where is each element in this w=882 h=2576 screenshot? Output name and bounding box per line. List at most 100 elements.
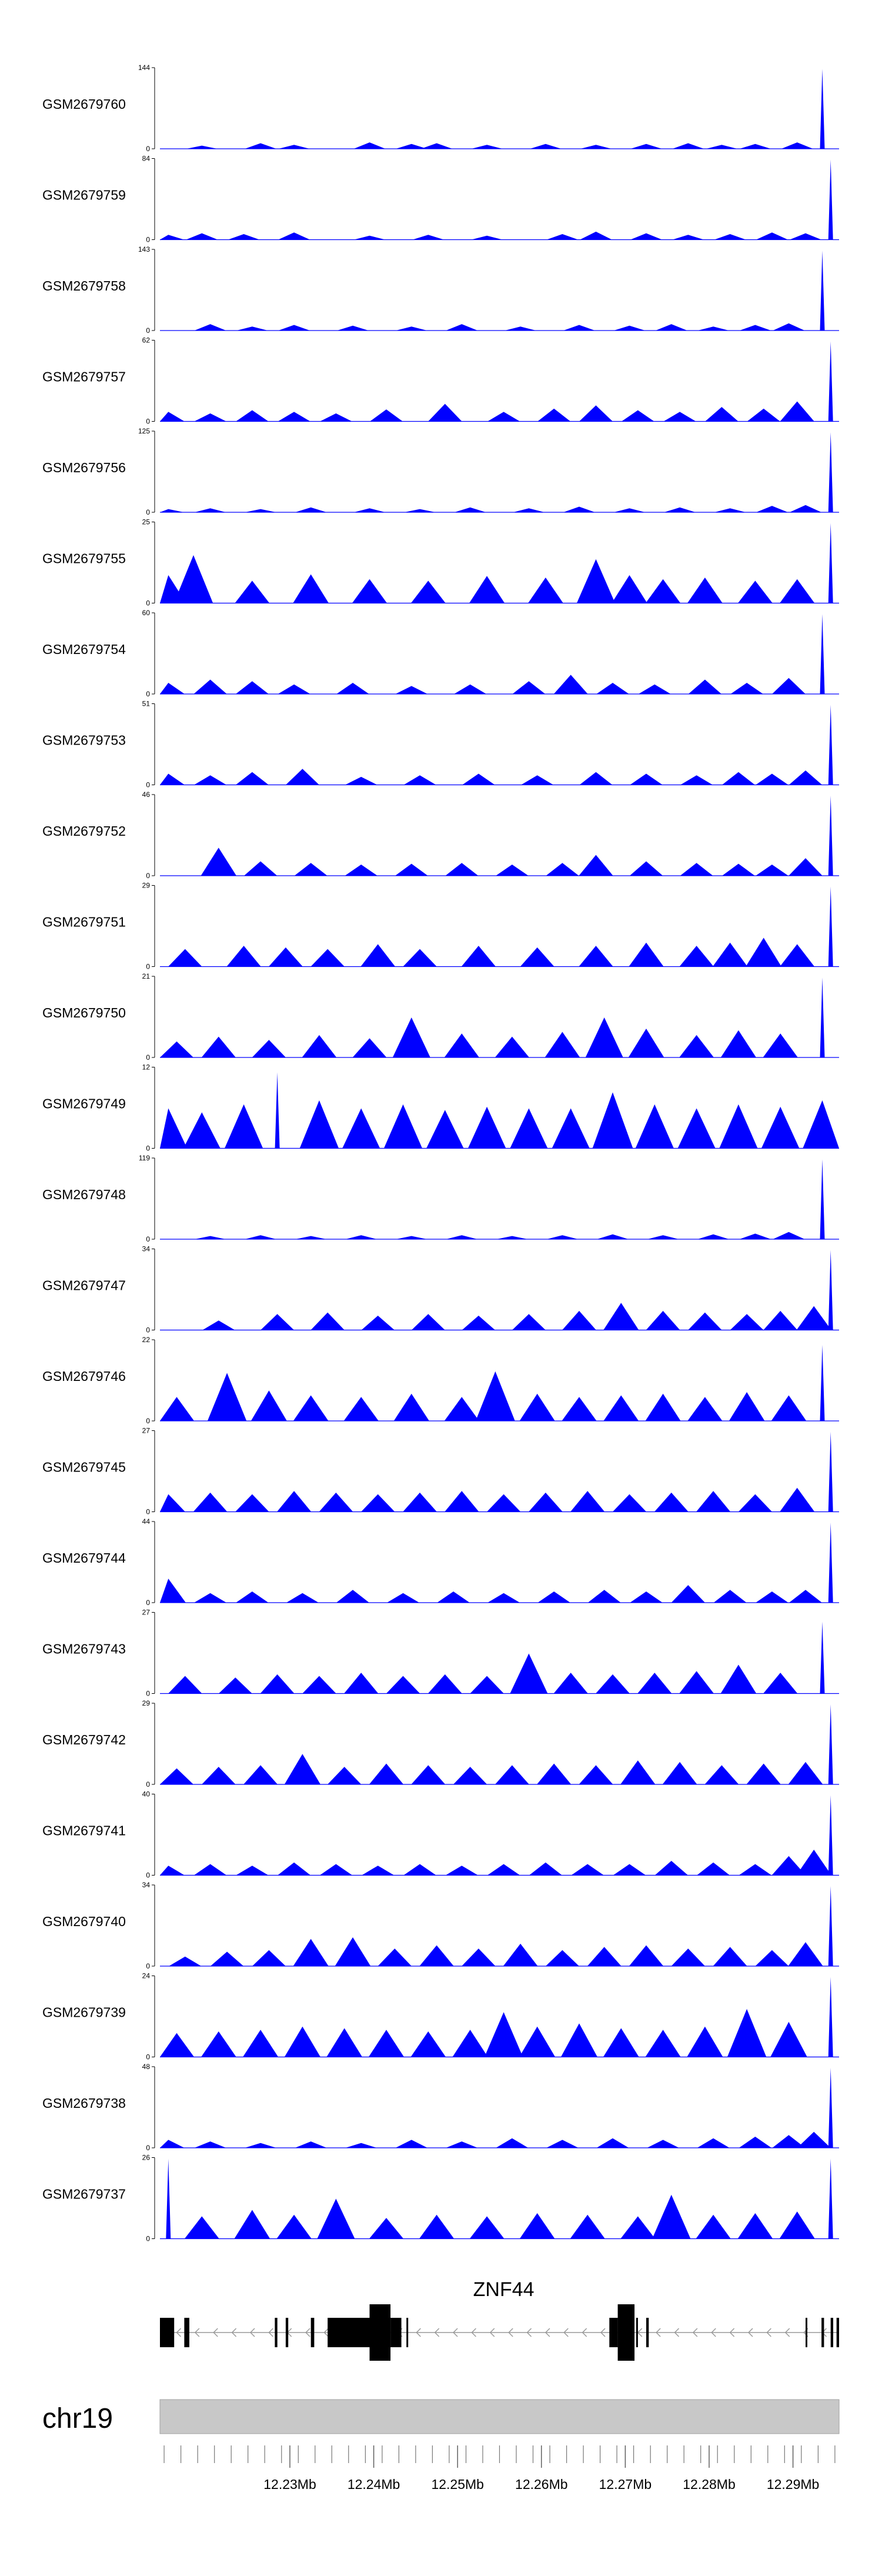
coverage-peak <box>654 1861 688 1876</box>
coverage-peak <box>697 1234 729 1239</box>
coverage-peak <box>635 1104 674 1149</box>
coverage-peak <box>194 775 226 785</box>
coverage-peak <box>513 508 544 512</box>
coverage-peak <box>520 947 554 967</box>
coverage-peak <box>820 251 825 331</box>
coverage-peak <box>278 684 310 694</box>
coverage-peak <box>630 1591 663 1603</box>
track-GSM2679748: GSM2679748 119 0 <box>42 1154 839 1243</box>
coverage-peak <box>310 1312 345 1330</box>
strand-arrow <box>600 2328 606 2337</box>
gene-exon <box>328 2318 370 2347</box>
track-label: GSM2679753 <box>42 733 126 748</box>
coverage-peak <box>510 1653 548 1694</box>
track-label: GSM2679759 <box>42 188 126 203</box>
coverage-peak <box>243 2030 279 2057</box>
coverage-peak <box>235 681 269 694</box>
coverage-peak <box>467 1106 506 1149</box>
coverage-peak <box>395 2140 427 2148</box>
coverage-peak <box>194 2141 226 2148</box>
coverage-peak <box>160 2140 185 2148</box>
coverage-peak <box>719 1104 758 1149</box>
coverage-peak <box>664 507 696 512</box>
strand-arrow <box>674 2328 680 2337</box>
coverage-peak <box>395 686 427 694</box>
coverage-peak <box>469 2216 505 2239</box>
track-label: GSM2679756 <box>42 460 126 475</box>
coverage-peak <box>739 1864 772 1876</box>
coverage-peak <box>160 683 185 694</box>
coverage-peak <box>645 1393 681 1421</box>
gene-exon <box>310 2318 315 2347</box>
coverage-peak <box>579 946 613 967</box>
coverage-peak <box>404 509 436 512</box>
coverage-peak <box>342 1108 380 1149</box>
strand-arrow <box>489 2328 495 2337</box>
coverage-peak <box>530 144 562 149</box>
coverage-peak <box>687 2026 723 2057</box>
coverage-peak <box>319 1864 353 1876</box>
coverage-peak <box>337 325 369 331</box>
track-label: GSM2679742 <box>42 1732 126 1747</box>
coverage-peak <box>202 1320 235 1330</box>
coverage-peak <box>579 405 613 422</box>
coverage-peak <box>730 683 763 694</box>
coverage-peak <box>570 1491 605 1512</box>
coverage-peak <box>553 1673 588 1694</box>
y-max-label: 84 <box>142 155 151 163</box>
strand-arrow <box>194 2328 200 2337</box>
coverage-peak <box>677 1108 716 1149</box>
coverage-peak <box>360 944 396 967</box>
coverage-peak <box>820 1621 825 1694</box>
y-max-label: 24 <box>142 1972 151 1980</box>
coverage-peak <box>245 2143 276 2148</box>
coverage-peak <box>828 2158 833 2239</box>
coverage-peak <box>737 2213 773 2239</box>
gene-exon <box>184 2318 189 2347</box>
coverage-peak <box>293 574 329 603</box>
coverage-peak <box>562 1397 597 1421</box>
coverage-peak <box>302 1035 337 1057</box>
coverage-peak <box>260 1314 294 1330</box>
coverage-peak <box>201 847 236 876</box>
coverage-peak <box>697 1862 730 1876</box>
strand-arrow <box>323 2328 329 2337</box>
coverage-peak <box>343 1397 379 1421</box>
coverage-peak <box>236 326 268 331</box>
coverage-peak <box>529 1862 562 1876</box>
coverage-peak <box>328 1767 362 1784</box>
coverage-peak <box>679 1035 714 1057</box>
coverage-peak <box>184 2216 219 2239</box>
coverage-peak <box>207 1373 247 1421</box>
coverage-peak <box>446 1235 477 1239</box>
coverage-peak <box>210 1951 244 1966</box>
coverage-peak <box>546 1950 579 1966</box>
coverage-peak <box>780 579 815 603</box>
coverage-peak <box>495 1765 529 1784</box>
gene-name-label: ZNF44 <box>473 2278 534 2301</box>
coverage-peak <box>225 1104 263 1149</box>
strand-arrow <box>582 2328 587 2337</box>
strand-arrow <box>692 2328 698 2337</box>
y-max-label: 51 <box>142 700 151 708</box>
coverage-peak <box>662 1761 697 1784</box>
coverage-peak <box>763 1033 798 1057</box>
strand-arrow <box>434 2328 440 2337</box>
y-min-label: 0 <box>146 145 150 153</box>
coverage-peak <box>495 1036 529 1057</box>
coverage-peak <box>780 944 815 967</box>
y-min-label: 0 <box>146 1780 150 1788</box>
coverage-peak <box>487 1494 521 1512</box>
coverage-peak <box>828 432 833 512</box>
coverage-peak <box>352 579 387 603</box>
coverage-peak <box>503 1943 538 1966</box>
y-max-label: 29 <box>142 1699 151 1707</box>
coverage-peak <box>344 1673 379 1694</box>
coverage-peak <box>295 2141 327 2148</box>
strand-arrow <box>249 2328 255 2337</box>
coverage-peak <box>160 1866 185 1876</box>
coverage-peak <box>739 144 771 149</box>
coverage-peak <box>562 1310 596 1330</box>
coverage-peak <box>645 2030 681 2057</box>
